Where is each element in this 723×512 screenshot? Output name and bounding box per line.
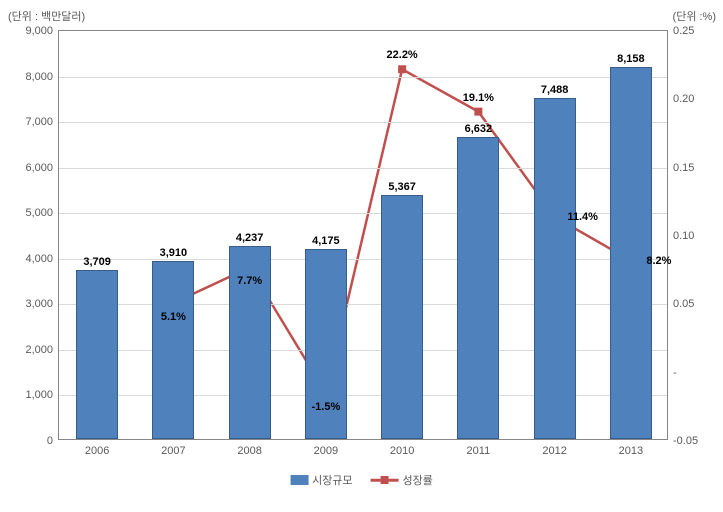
bar-value-label: 4,175 xyxy=(312,235,340,247)
ytick-left: 0 xyxy=(47,435,59,447)
gridline xyxy=(59,259,667,260)
xtick: 2012 xyxy=(542,439,566,457)
gridline xyxy=(59,168,667,169)
bar-value-label: 3,709 xyxy=(83,256,111,268)
ytick-left: 7,000 xyxy=(25,116,59,128)
xtick: 2007 xyxy=(161,439,185,457)
ytick-left: 5,000 xyxy=(25,207,59,219)
ytick-left: 1,000 xyxy=(25,389,59,401)
ytick-left: 8,000 xyxy=(25,71,59,83)
bar xyxy=(534,98,576,439)
ytick-right: 0.05 xyxy=(667,298,694,310)
ytick-left: 2,000 xyxy=(25,344,59,356)
legend-swatch-bar xyxy=(290,475,308,485)
line-value-label: -1.5% xyxy=(312,401,341,413)
bar xyxy=(610,67,652,439)
bar-value-label: 4,237 xyxy=(236,232,264,244)
ytick-left: 4,000 xyxy=(25,253,59,265)
line-value-label: 11.4% xyxy=(567,211,598,223)
line-layer xyxy=(59,31,669,441)
bar xyxy=(457,137,499,439)
line-value-label: 7.7% xyxy=(237,275,262,287)
xtick: 2010 xyxy=(390,439,414,457)
legend: 시장규모 성장률 xyxy=(290,472,433,488)
chart-container: (단위 : 백만달러) (단위 :%) 01,0002,0003,0004,00… xyxy=(0,0,723,512)
line-marker xyxy=(398,65,406,73)
y-right-title: (단위 :%) xyxy=(673,8,716,24)
bar xyxy=(76,270,118,439)
ytick-left: 9,000 xyxy=(25,25,59,37)
line-value-label: 22.2% xyxy=(387,49,418,61)
ytick-right: 0.20 xyxy=(667,93,694,105)
ytick-right: - xyxy=(667,367,677,379)
line-value-label: 5.1% xyxy=(161,311,186,323)
xtick: 2011 xyxy=(467,439,491,457)
bar-value-label: 5,367 xyxy=(388,181,416,193)
legend-item-bars: 시장규모 xyxy=(290,472,352,488)
line-value-label: 19.1% xyxy=(463,92,494,104)
ytick-left: 3,000 xyxy=(25,298,59,310)
xtick: 2008 xyxy=(237,439,261,457)
bar-value-label: 3,910 xyxy=(160,247,188,259)
xtick: 2006 xyxy=(85,439,109,457)
ytick-right: 0.10 xyxy=(667,230,694,242)
line-value-label: 8.2% xyxy=(646,255,671,267)
ytick-right: -0.05 xyxy=(667,435,698,447)
bar xyxy=(152,261,194,439)
ytick-right: 0.15 xyxy=(667,162,694,174)
legend-label-line: 성장률 xyxy=(403,472,433,488)
xtick: 2009 xyxy=(314,439,338,457)
legend-swatch-line xyxy=(371,474,399,486)
gridline xyxy=(59,122,667,123)
gridline xyxy=(59,77,667,78)
y-left-title: (단위 : 백만달러) xyxy=(8,8,85,24)
xtick: 2013 xyxy=(619,439,643,457)
bar-value-label: 8,158 xyxy=(617,53,645,65)
bar xyxy=(381,195,423,439)
ytick-left: 6,000 xyxy=(25,162,59,174)
line-marker xyxy=(474,108,482,116)
legend-label-bars: 시장규모 xyxy=(312,472,352,488)
gridline xyxy=(59,350,667,351)
gridline xyxy=(59,395,667,396)
plot-area: 01,0002,0003,0004,0005,0006,0007,0008,00… xyxy=(58,30,668,440)
legend-item-line: 성장률 xyxy=(371,472,433,488)
bar-value-label: 6,632 xyxy=(465,123,493,135)
gridline xyxy=(59,304,667,305)
bar-value-label: 7,488 xyxy=(541,84,569,96)
ytick-right: 0.25 xyxy=(667,25,694,37)
